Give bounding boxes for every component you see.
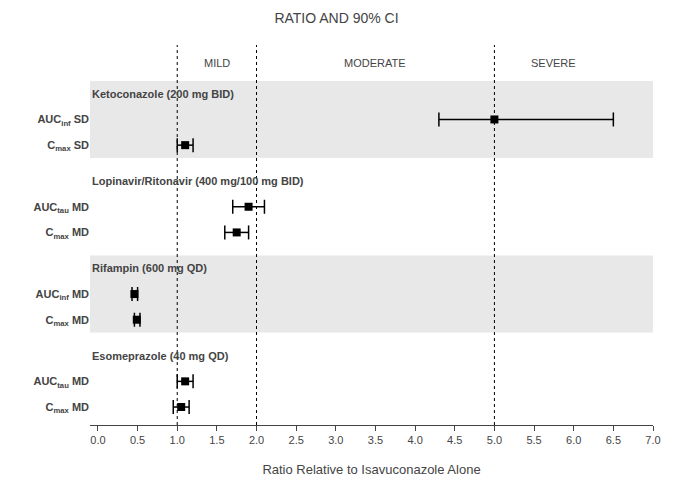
svg-text:AUC​inf​ MD: AUC​inf​ MD (36, 288, 89, 302)
svg-text:C​max​ MD: C​max​ MD (45, 226, 89, 240)
svg-text:5.5: 5.5 (526, 434, 541, 446)
svg-text:6.0: 6.0 (566, 434, 581, 446)
svg-text:Ratio Relative to Isavuconazol: Ratio Relative to Isavuconazole Alone (262, 462, 480, 477)
svg-text:MODERATE: MODERATE (344, 57, 406, 69)
svg-text:0.5: 0.5 (130, 434, 145, 446)
svg-text:Esomeprazole (40 mg QD): Esomeprazole (40 mg QD) (92, 350, 229, 362)
svg-text:0.0: 0.0 (90, 434, 105, 446)
svg-text:C​max​ MD: C​max​ MD (45, 314, 89, 328)
svg-text:RATIO AND 90% CI: RATIO AND 90% CI (274, 10, 398, 26)
svg-text:2.0: 2.0 (249, 434, 264, 446)
svg-text:5.0: 5.0 (487, 434, 502, 446)
svg-text:3.5: 3.5 (368, 434, 383, 446)
svg-text:AUC​inf​ SD: AUC​inf​ SD (37, 113, 89, 127)
svg-text:MILD: MILD (204, 57, 230, 69)
svg-text:AUC​tau​ MD: AUC​tau​ MD (33, 375, 89, 389)
svg-text:2.5: 2.5 (289, 434, 304, 446)
svg-text:3.0: 3.0 (328, 434, 343, 446)
svg-text:7.0: 7.0 (645, 434, 660, 446)
svg-text:4.0: 4.0 (407, 434, 422, 446)
svg-text:4.5: 4.5 (447, 434, 462, 446)
svg-text:Rifampin (600 mg QD): Rifampin (600 mg QD) (92, 262, 207, 274)
svg-text:SEVERE: SEVERE (531, 57, 576, 69)
svg-text:Lopinavir/Ritonavir (400 mg/10: Lopinavir/Ritonavir (400 mg/100 mg BID) (92, 175, 304, 187)
svg-text:6.5: 6.5 (606, 434, 621, 446)
svg-text:Ketoconazole (200 mg BID): Ketoconazole (200 mg BID) (92, 88, 234, 100)
svg-text:C​max​ SD: C​max​ SD (47, 139, 89, 153)
svg-text:AUC​tau​ MD: AUC​tau​ MD (33, 201, 89, 215)
svg-text:C​max​ MD: C​max​ MD (45, 401, 89, 415)
svg-text:1.5: 1.5 (209, 434, 224, 446)
svg-text:1.0: 1.0 (170, 434, 185, 446)
